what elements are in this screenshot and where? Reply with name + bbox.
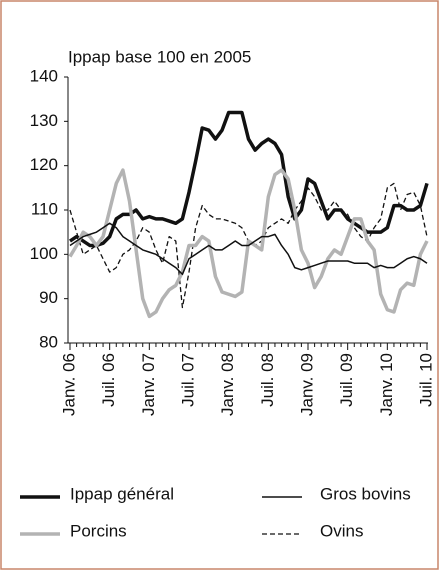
x-tick-label: Janv. 10 [377,353,396,416]
x-tick-label: Juil. 07 [178,353,197,407]
series-line [69,222,428,276]
x-tick-label: Janv. 06 [59,353,78,416]
y-tick-label: 110 [31,199,58,218]
y-tick-label: 130 [30,111,58,130]
x-tick-label: Janv. 07 [139,353,158,416]
x-tick-label: Juil. 10 [416,353,435,407]
series-line [69,110,429,248]
x-tick-label: Janv. 08 [218,353,237,416]
y-tick-label: 140 [30,66,58,85]
x-tick-label: Janv. 09 [297,353,316,416]
chart-title: Ippap base 100 en 2005 [68,47,251,66]
y-tick-label: 100 [30,244,58,263]
x-tick-label: Juil. 06 [99,353,118,407]
y-tick-label: 120 [30,155,58,174]
legend-label: Ovins [320,521,363,540]
series-line [68,168,429,319]
y-tick-label: 90 [39,288,58,307]
legend-label: Ippap général [70,484,174,503]
legend-label: Porcins [70,521,127,540]
y-tick-label: 80 [39,332,58,351]
x-tick-label: Juil. 09 [337,353,356,407]
legend-label: Gros bovins [320,484,411,503]
x-tick-label: Juil. 08 [258,353,277,407]
